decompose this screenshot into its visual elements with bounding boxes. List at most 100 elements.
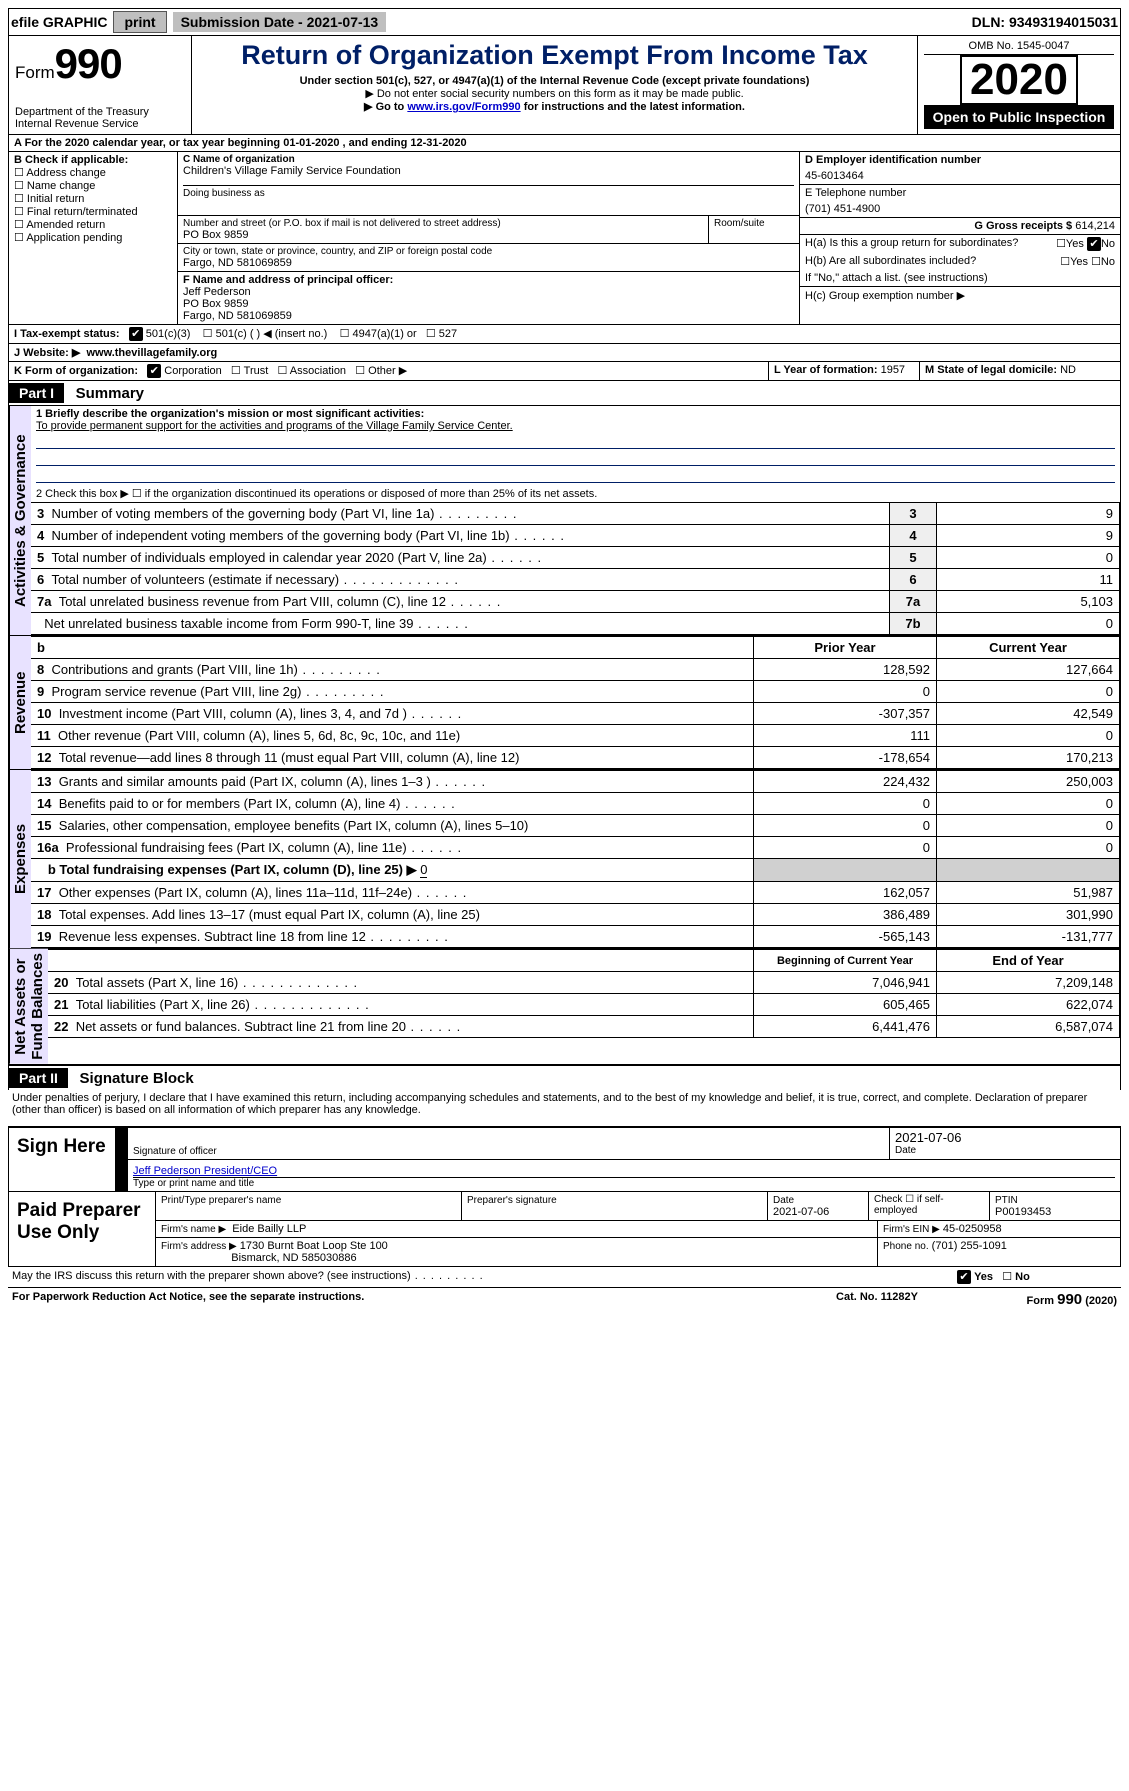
preparer-sig-label: Preparer's signature bbox=[467, 1195, 557, 1206]
chk-name-change[interactable]: Name change bbox=[27, 180, 96, 192]
right-column: D Employer identification number 45-6013… bbox=[800, 152, 1120, 324]
box-ha: H(a) Is this a group return for subordin… bbox=[800, 235, 1120, 253]
subtitle-2: ▶ Do not enter social security numbers o… bbox=[198, 87, 911, 100]
netassets-block: Net Assets or Fund Balances Beginning of… bbox=[8, 949, 1121, 1065]
opt-4947[interactable]: 4947(a)(1) or bbox=[353, 328, 417, 340]
firm-addr1: 1730 Burnt Boat Loop Ste 100 bbox=[240, 1240, 388, 1252]
part-i-header: Part I Summary bbox=[8, 381, 1121, 406]
chk-amended-return[interactable]: Amended return bbox=[26, 219, 105, 231]
firm-phone: (701) 255-1091 bbox=[932, 1240, 1007, 1252]
opt-trust[interactable]: Trust bbox=[244, 365, 269, 377]
subtitle-1: Under section 501(c), 527, or 4947(a)(1)… bbox=[198, 75, 911, 87]
preparer-name-label: Print/Type preparer's name bbox=[161, 1195, 281, 1206]
firm-phone-label: Phone no. bbox=[883, 1241, 929, 1252]
paperwork-notice: For Paperwork Reduction Act Notice, see … bbox=[12, 1291, 797, 1308]
hdr-end: End of Year bbox=[937, 950, 1120, 972]
self-employed-check[interactable]: Check ☐ if self-employed bbox=[869, 1192, 990, 1220]
box-j: J Website: ▶ www.thevillagefamily.org bbox=[8, 344, 1121, 362]
discuss-text: May the IRS discuss this return with the… bbox=[12, 1270, 411, 1282]
dept-label: Department of the Treasury Internal Reve… bbox=[15, 106, 185, 130]
officer-typed[interactable]: Jeff Pederson President/CEO bbox=[133, 1165, 277, 1177]
tax-status-label: I Tax-exempt status: bbox=[14, 328, 120, 340]
period-mid: , and ending bbox=[343, 137, 411, 149]
website: www.thevillagefamily.org bbox=[86, 347, 217, 359]
chk-final-return[interactable]: Final return/terminated bbox=[27, 206, 138, 218]
opt-501c[interactable]: 501(c) ( ) ◀ (insert no.) bbox=[216, 328, 328, 340]
irs-link[interactable]: www.irs.gov/Form990 bbox=[407, 101, 520, 113]
revenue-block: Revenue b Prior Year Current Year 8 Cont… bbox=[8, 636, 1121, 770]
addr: PO Box 9859 bbox=[183, 229, 703, 241]
preparer-date: 2021-07-06 bbox=[773, 1206, 829, 1218]
opt-assoc[interactable]: Association bbox=[290, 365, 346, 377]
cat-no: Cat. No. 11282Y bbox=[797, 1291, 957, 1308]
firm-name: Eide Bailly LLP bbox=[232, 1223, 306, 1235]
chk-application-pending[interactable]: Application pending bbox=[26, 232, 122, 244]
firm-ein-label: Firm's EIN ▶ bbox=[883, 1224, 940, 1235]
opt-501c3[interactable]: 501(c)(3) bbox=[146, 328, 191, 340]
gross-label: G Gross receipts $ bbox=[974, 220, 1072, 232]
typed-label: Type or print name and title bbox=[133, 1177, 1115, 1189]
paid-preparer-block: Paid Preparer Use Only Print/Type prepar… bbox=[8, 1192, 1121, 1267]
identity-block: B Check if applicable: ☐ Address change … bbox=[8, 152, 1121, 324]
l16b-val: 0 bbox=[420, 862, 427, 878]
ha-label: H(a) Is this a group return for subordin… bbox=[805, 237, 1056, 251]
opt-other[interactable]: Other ▶ bbox=[368, 365, 407, 377]
city-label: City or town, state or province, country… bbox=[183, 246, 794, 257]
part-i-body: Activities & Governance 1 Briefly descri… bbox=[8, 406, 1121, 636]
discuss-no[interactable]: No bbox=[1015, 1271, 1030, 1283]
firm-addr2: Bismarck, ND 585030886 bbox=[231, 1252, 356, 1264]
print-button[interactable]: print bbox=[113, 11, 166, 33]
governance-table: 3 Number of voting members of the govern… bbox=[31, 502, 1120, 635]
l16b-label: b Total fundraising expenses (Part IX, c… bbox=[48, 862, 417, 877]
chk-initial-return[interactable]: Initial return bbox=[27, 193, 84, 205]
top-bar: efile GRAPHIC print Submission Date - 20… bbox=[8, 8, 1121, 36]
form-header: Form990 Department of the Treasury Inter… bbox=[8, 36, 1121, 135]
omb-number: OMB No. 1545-0047 bbox=[924, 40, 1114, 55]
preparer-date-label: Date bbox=[773, 1195, 794, 1206]
box-f-label: F Name and address of principal officer: bbox=[183, 274, 393, 286]
domicile-label: M State of legal domicile: bbox=[925, 364, 1057, 376]
vlabel-net: Net Assets or Fund Balances bbox=[9, 949, 48, 1064]
box-klm: K Form of organization: ✔ Corporation ☐ … bbox=[8, 362, 1121, 381]
discuss-row: May the IRS discuss this return with the… bbox=[8, 1267, 1121, 1288]
submission-date: Submission Date - 2021-07-13 bbox=[173, 12, 387, 32]
tax-year: 2020 bbox=[960, 55, 1078, 105]
part-ii-title: Signature Block bbox=[72, 1070, 194, 1087]
line-2: 2 Check this box ▶ ☐ if the organization… bbox=[31, 485, 1120, 502]
expenses-block: Expenses 13 Grants and similar amounts p… bbox=[8, 770, 1121, 949]
part-i-title: Summary bbox=[68, 385, 144, 402]
box-b: B Check if applicable: ☐ Address change … bbox=[9, 152, 178, 324]
website-label: J Website: ▶ bbox=[14, 347, 80, 359]
opt-527[interactable]: 527 bbox=[439, 328, 457, 340]
org-name-label: C Name of organization bbox=[183, 154, 794, 165]
efile-label: efile GRAPHIC bbox=[11, 14, 107, 30]
vlabel-governance: Activities & Governance bbox=[9, 406, 31, 635]
phone-label: E Telephone number bbox=[805, 187, 1115, 199]
mission-text: To provide permanent support for the act… bbox=[36, 420, 513, 432]
discuss-yes[interactable]: Yes bbox=[974, 1271, 993, 1283]
sig-officer-label: Signature of officer bbox=[133, 1146, 884, 1157]
sign-here-label: Sign Here bbox=[9, 1128, 115, 1191]
ptin: P00193453 bbox=[995, 1206, 1051, 1218]
ein: 45-6013464 bbox=[805, 170, 1115, 182]
vlabel-expenses: Expenses bbox=[9, 770, 31, 948]
yof: 1957 bbox=[881, 364, 905, 376]
part-ii-label: Part II bbox=[9, 1068, 68, 1088]
hb-label: H(b) Are all subordinates included? bbox=[805, 255, 1060, 268]
sig-date-label: Date bbox=[895, 1145, 1115, 1156]
city: Fargo, ND 581069859 bbox=[183, 257, 794, 269]
form-org-label: K Form of organization: bbox=[14, 365, 138, 377]
officer-addr2: Fargo, ND 581069859 bbox=[183, 310, 292, 322]
expenses-table: 13 Grants and similar amounts paid (Part… bbox=[31, 770, 1120, 948]
firm-label: Firm's name ▶ bbox=[161, 1224, 226, 1235]
addr-label: Number and street (or P.O. box if mail i… bbox=[183, 218, 703, 229]
chk-address-change[interactable]: Address change bbox=[26, 167, 106, 179]
opt-corp[interactable]: Corporation bbox=[164, 365, 221, 377]
box-i: I Tax-exempt status: ✔ 501(c)(3) ☐ 501(c… bbox=[8, 324, 1121, 344]
org-name: Children's Village Family Service Founda… bbox=[183, 165, 794, 177]
box-b-label: B Check if applicable: bbox=[14, 154, 172, 166]
sig-date: 2021-07-06 bbox=[895, 1130, 1115, 1145]
period-end: 12-31-2020 bbox=[410, 137, 466, 149]
paid-label: Paid Preparer Use Only bbox=[9, 1192, 155, 1266]
phone: (701) 451-4900 bbox=[805, 203, 1115, 215]
